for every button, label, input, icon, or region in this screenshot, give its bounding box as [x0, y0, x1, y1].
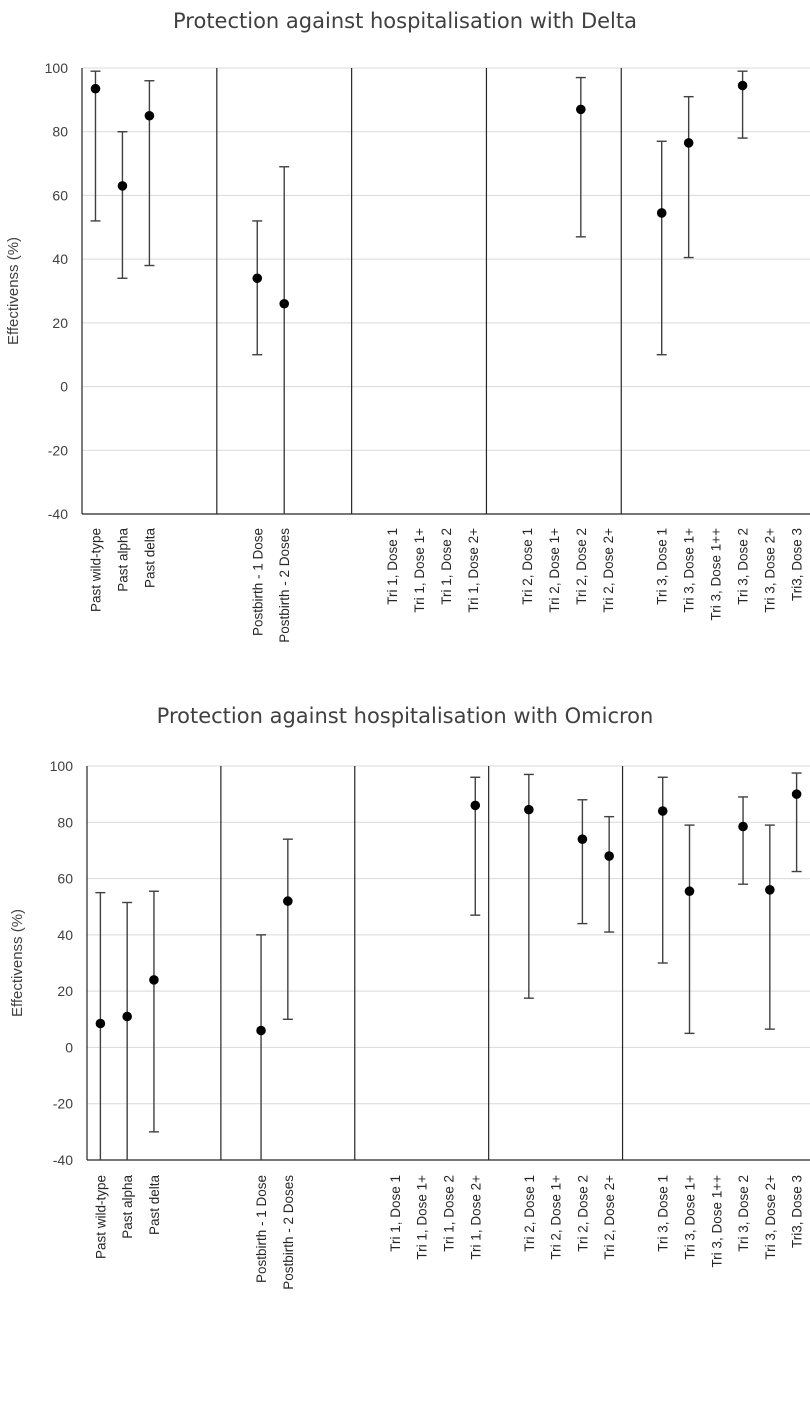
- y-tick-label: 0: [60, 379, 68, 395]
- data-point: [791, 789, 802, 799]
- y-tick-label: 100: [50, 758, 74, 774]
- data-point: [252, 273, 263, 284]
- y-tick-label: 20: [52, 315, 68, 331]
- y-tick-label: -20: [53, 1096, 73, 1112]
- y-tick-label: -40: [48, 506, 68, 522]
- x-category-label: Past delta: [142, 528, 157, 589]
- x-category-label: Tri 1, Dose 1+: [412, 528, 427, 613]
- x-category-label: Tri 2, Dose 2: [574, 528, 589, 605]
- x-category-label: Tri 1, Dose 2+: [466, 528, 481, 613]
- data-point: [524, 804, 534, 815]
- y-tick-label: 60: [52, 187, 68, 203]
- x-category-label: Tri 3, Dose 2+: [763, 528, 778, 613]
- y-axis-label: Effectivenss (%): [9, 909, 26, 1017]
- x-category-label: Tri 2, Dose 2+: [601, 528, 616, 613]
- x-category-label: Past alpha: [120, 1175, 135, 1239]
- x-category-label: Postbirth - 1 Dose: [250, 528, 265, 636]
- y-tick-label: 0: [65, 1039, 73, 1055]
- y-tick-label: -20: [48, 442, 68, 458]
- x-category-label: Tri 2, Dose 1: [520, 528, 535, 605]
- y-tick-label: -40: [53, 1152, 73, 1168]
- data-point: [90, 83, 101, 94]
- x-category-label: Past wild-type: [93, 1175, 108, 1259]
- x-category-label: Past delta: [147, 1175, 162, 1236]
- x-category-label: Tri 3, Dose 1+: [682, 528, 697, 613]
- x-category-label: Tri 1, Dose 2+: [468, 1175, 483, 1260]
- x-category-label: Tri 1, Dose 2: [439, 528, 454, 605]
- data-point: [737, 80, 748, 91]
- chart-title: Protection against hospitalisation with …: [157, 704, 654, 728]
- x-category-label: Tri 3, Dose 2+: [763, 1175, 778, 1260]
- data-point: [657, 806, 668, 816]
- x-category-label: Past alpha: [115, 528, 130, 592]
- x-category-label: Past wild-type: [88, 528, 103, 612]
- data-point: [283, 896, 293, 906]
- data-point: [256, 1025, 266, 1036]
- x-category-label: Tri 3, Dose 2: [736, 1175, 751, 1252]
- y-tick-label: 40: [52, 251, 68, 267]
- data-point: [656, 208, 667, 218]
- y-tick-label: 80: [52, 124, 68, 140]
- x-category-label: Tri 2, Dose 2+: [602, 1175, 617, 1260]
- x-category-label: Tri 1, Dose 1: [385, 528, 400, 605]
- x-category-label: Tri 3, Dose 1++: [709, 1175, 724, 1268]
- data-point: [95, 1018, 106, 1029]
- data-point: [279, 298, 290, 309]
- x-category-label: Tri 2, Dose 1: [522, 1175, 537, 1252]
- x-category-label: Tri 2, Dose 2: [575, 1175, 590, 1252]
- y-tick-label: 20: [57, 983, 73, 999]
- data-point: [149, 975, 159, 985]
- x-category-label: Tri 2, Dose 1+: [547, 528, 562, 613]
- x-category-label: Postbirth - 2 Doses: [281, 1175, 296, 1290]
- data-point: [684, 886, 695, 897]
- data-point: [683, 138, 694, 148]
- x-category-label: Tri 3, Dose 1: [655, 528, 670, 605]
- y-tick-label: 100: [45, 60, 69, 76]
- x-category-label: Tri 3, Dose 2: [736, 528, 751, 605]
- x-category-label: Tri3, Dose 3: [790, 528, 805, 601]
- data-point: [117, 181, 128, 191]
- data-point: [144, 110, 155, 121]
- data-point: [576, 104, 586, 115]
- x-category-label: Tri 3, Dose 1++: [709, 528, 724, 621]
- x-category-label: Tri 2, Dose 1+: [549, 1175, 564, 1260]
- x-category-label: Tri 1, Dose 1: [388, 1175, 403, 1252]
- x-category-label: Postbirth - 1 Dose: [254, 1175, 269, 1283]
- y-tick-label: 80: [57, 814, 73, 830]
- data-point: [470, 800, 481, 811]
- x-category-label: Tri 3, Dose 1+: [683, 1175, 698, 1260]
- y-axis-label: Effectivenss (%): [5, 237, 22, 345]
- y-tick-label: 60: [57, 871, 73, 887]
- data-point: [604, 851, 614, 861]
- x-category-label: Postbirth - 2 Doses: [277, 528, 292, 643]
- data-point: [738, 821, 748, 832]
- x-category-label: Tri3, Dose 3: [790, 1175, 805, 1248]
- data-point: [765, 885, 775, 895]
- x-category-label: Tri 1, Dose 1+: [415, 1175, 430, 1260]
- data-point: [122, 1011, 132, 1022]
- data-point: [577, 834, 588, 844]
- y-tick-label: 40: [57, 927, 73, 943]
- chart-title: Protection against hospitalisation with …: [173, 9, 637, 33]
- x-category-label: Tri 3, Dose 1: [656, 1175, 671, 1252]
- x-category-label: Tri 1, Dose 2: [442, 1175, 457, 1252]
